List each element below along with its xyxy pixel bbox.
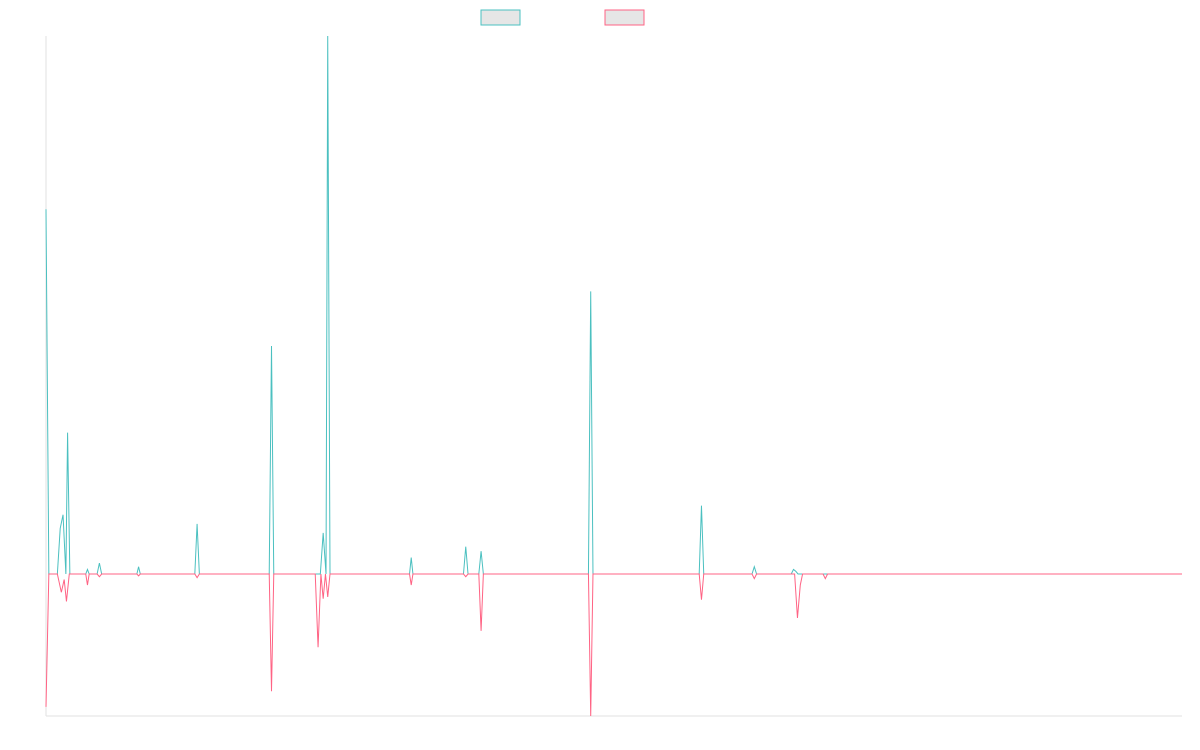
axes xyxy=(45,36,1182,717)
series-layer xyxy=(45,35,1182,717)
legend-swatch-2[interactable] xyxy=(604,9,645,26)
series-line-1 xyxy=(45,35,1182,575)
legend-swatch-1[interactable] xyxy=(480,9,521,26)
series-line-2 xyxy=(45,573,1182,717)
legend[interactable] xyxy=(480,9,645,26)
